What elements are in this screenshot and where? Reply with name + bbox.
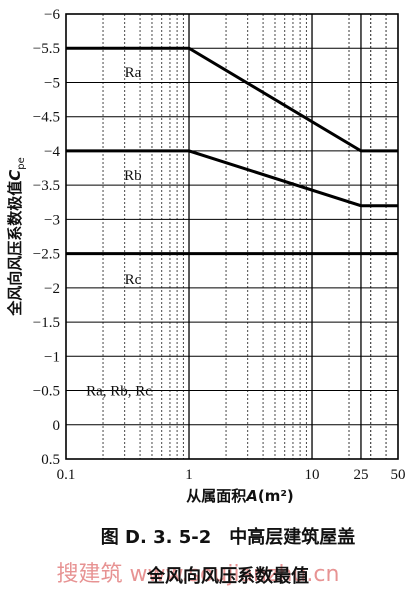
caption-line-1: 图 D. 3. 5-2 中高层建筑屋盖 <box>101 526 355 548</box>
annotations: Ra Rb Rc Ra, Rb, Rc <box>86 65 152 399</box>
y-tick-label: −3 <box>44 212 60 228</box>
plot-frame <box>65 13 399 460</box>
y-tick-label: −2.5 <box>33 247 60 263</box>
series-line-rb <box>66 149 398 208</box>
annotation-label: Rc <box>125 272 142 288</box>
caption-line-2: 全风向风压系数最值 <box>146 565 309 587</box>
y-tick-label: −0.5 <box>33 384 60 400</box>
y-tick-label: −3.5 <box>33 178 60 194</box>
x-tick-label: 25 <box>353 467 368 483</box>
y-tick-label: 0 <box>53 418 61 434</box>
annotation-label: Ra <box>125 65 142 81</box>
x-tick-label: 0.1 <box>57 467 76 483</box>
y-tick-label: −4 <box>44 144 60 160</box>
watermark: 搜建筑 www.soujianzhu.cn <box>57 562 340 587</box>
x-tick-label: 50 <box>391 467 406 483</box>
y-tick-labels: −6 −5.5 −5 −4.5 −4 −3.5 −3 −2.5 −2 −1.5 −1 −0.5 0 0.5 <box>33 7 61 468</box>
x-axis-label: 从属面积A(m²) <box>186 487 294 505</box>
y-tick-label: −1.5 <box>33 315 60 331</box>
y-tick-label: −5 <box>44 75 60 91</box>
x-tick-label: 10 <box>305 467 320 483</box>
y-tick-label: 0.5 <box>41 452 60 468</box>
series-group <box>66 46 398 256</box>
y-tick-label: −1 <box>44 349 60 365</box>
y-axis-label: 全风向风压系数极值Cpe <box>6 157 27 317</box>
annotation-label: Ra, Rb, Rc <box>86 384 152 400</box>
grid <box>66 14 398 459</box>
x-tick-label: 1 <box>185 467 193 483</box>
annotation-label: Rb <box>124 168 142 184</box>
y-tick-label: −6 <box>44 7 60 23</box>
series-line-ra <box>66 46 398 153</box>
x-tick-labels: 0.1 1 10 25 50 <box>57 467 406 483</box>
y-tick-label: −4.5 <box>33 110 60 126</box>
y-tick-label: −2 <box>44 281 60 297</box>
y-tick-label: −5.5 <box>33 41 60 57</box>
